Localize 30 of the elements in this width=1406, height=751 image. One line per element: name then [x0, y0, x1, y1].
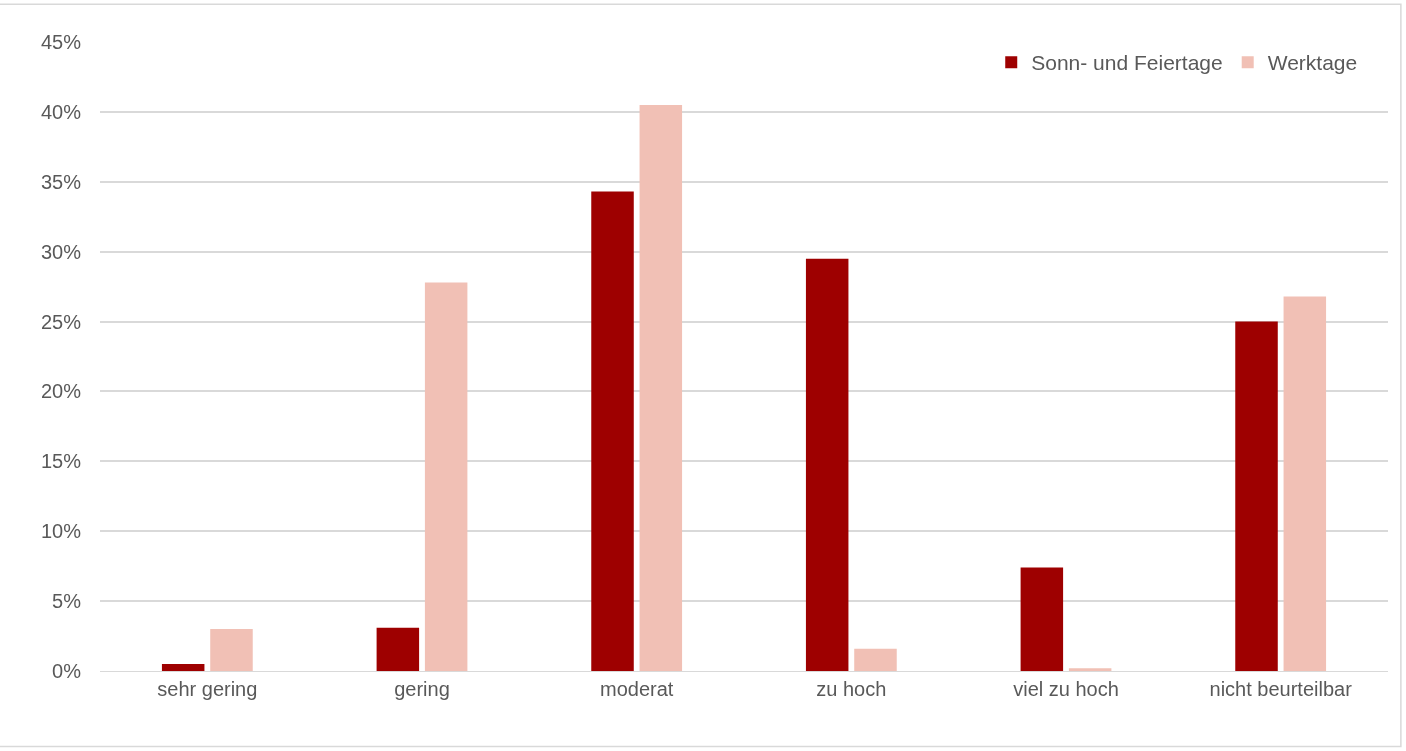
y-tick-label: 25% [40, 310, 82, 333]
y-tick-label: 10% [40, 520, 82, 543]
y-tick-label: 45% [40, 31, 82, 53]
bar [1235, 321, 1278, 671]
bar [591, 191, 634, 671]
bar [1068, 668, 1112, 671]
legend-label: Sonn- und Feiertage [1031, 51, 1223, 75]
y-tick-label: 0% [52, 660, 82, 682]
y-tick-label: 20% [40, 380, 82, 403]
y-tick-label: 35% [40, 170, 82, 193]
bar [210, 629, 253, 671]
bar [161, 664, 205, 671]
bar [1020, 567, 1064, 671]
y-tick-label: 40% [40, 100, 82, 123]
x-tick-label: viel zu hoch [1013, 678, 1119, 700]
x-tick-label: nicht beurteilbar [1209, 678, 1353, 700]
bar [805, 258, 849, 671]
x-tick-label: gering [394, 678, 450, 700]
legend-label: Werktage [1267, 51, 1358, 75]
bar [639, 104, 683, 671]
x-tick-label: moderat [599, 678, 674, 700]
y-tick-label: 5% [52, 590, 82, 613]
bar [376, 627, 420, 671]
y-tick-label: 30% [40, 240, 82, 263]
x-tick-label: zu hoch [816, 678, 887, 700]
bar [1283, 296, 1327, 671]
x-tick-label: sehr gering [157, 678, 258, 700]
y-tick-label: 15% [40, 450, 82, 473]
bar [424, 282, 468, 671]
bar [854, 648, 897, 671]
